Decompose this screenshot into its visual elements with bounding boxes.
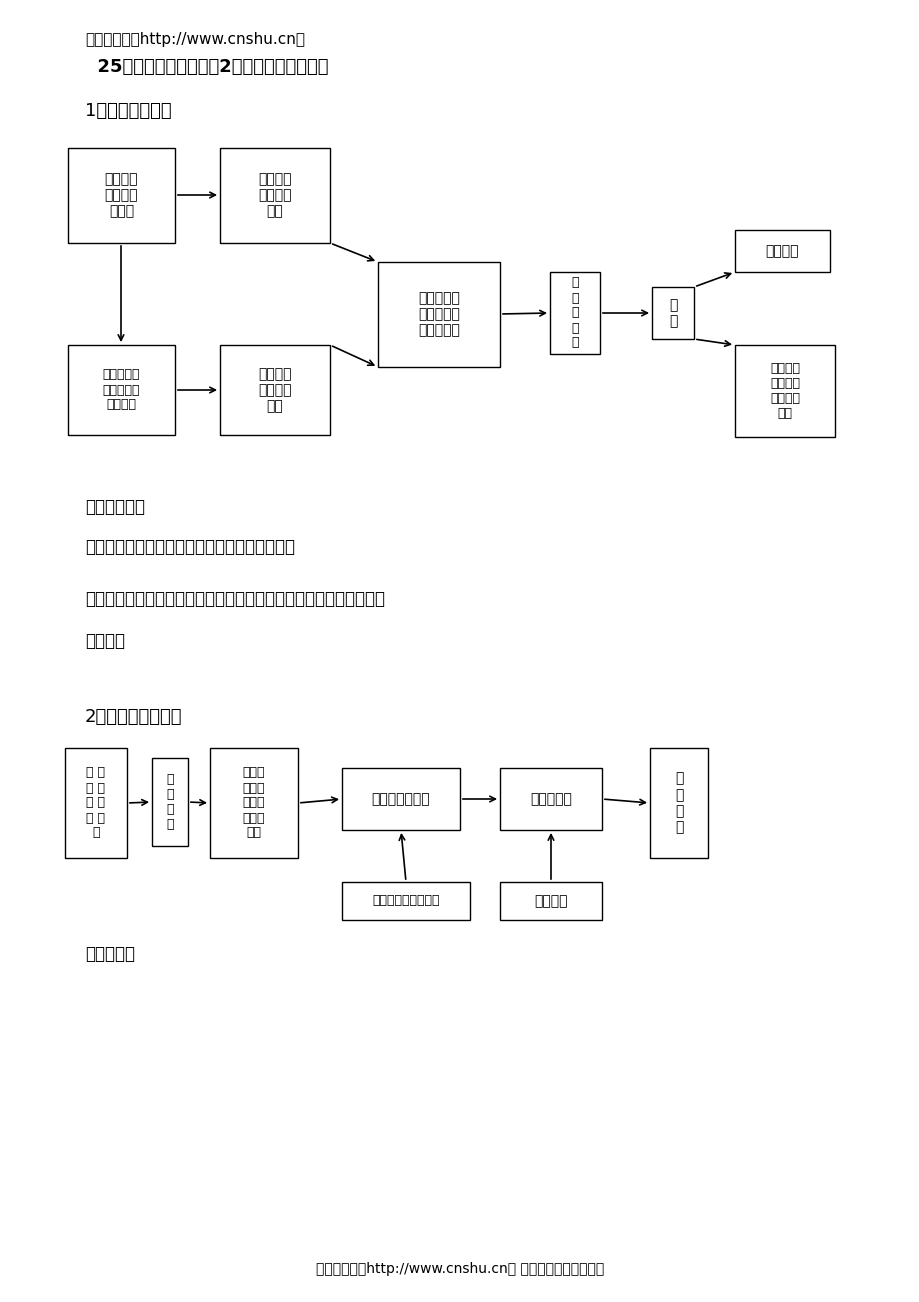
Bar (210, 749, 298, 858)
Text: 公司近期
战略规划
及行动: 公司近期 战略规划 及行动 (105, 172, 138, 219)
Text: 《部门年度用人计划申请表》由用人部门填写；: 《部门年度用人计划申请表》由用人部门填写； (85, 538, 295, 556)
Text: 公司人力
资源发展
规划: 公司人力 资源发展 规划 (258, 172, 291, 219)
Text: 部门提交岗位说明书: 部门提交岗位说明书 (372, 894, 439, 907)
Text: 实
施
招
聘: 实 施 招 聘 (674, 772, 683, 835)
Text: 2、非年度需求计划: 2、非年度需求计划 (85, 708, 182, 727)
Text: 相关的表格：: 相关的表格： (85, 497, 145, 516)
Bar (65, 749, 127, 858)
Bar (68, 345, 175, 435)
Bar (652, 286, 693, 339)
Bar (152, 758, 187, 846)
Text: 人力资源部审核: 人力资源部审核 (371, 792, 430, 806)
Text: 部门年度
人员需求
计划: 部门年度 人员需求 计划 (258, 367, 291, 413)
Text: 各业务单元
发展规划及
业务计划: 各业务单元 发展规划及 业务计划 (103, 368, 140, 411)
Text: 总
经
理
审
批: 总 经 理 审 批 (571, 276, 578, 349)
Bar (550, 272, 599, 354)
Bar (650, 749, 708, 858)
Bar (499, 881, 601, 921)
Bar (68, 148, 175, 243)
Text: 用人部
门提出
具体人
员招募
申请: 用人部 门提出 具体人 员招募 申请 (243, 767, 265, 840)
Text: 总经理审批: 总经理审批 (529, 792, 572, 806)
Bar (220, 345, 330, 435)
Bar (499, 768, 601, 829)
Text: 内部协调: 内部协调 (534, 894, 567, 907)
Text: 人
员
需
求: 人 员 需 求 (166, 773, 174, 831)
Bar (378, 262, 499, 367)
Text: 统一招聘: 统一招聘 (765, 243, 799, 258)
Bar (734, 345, 834, 437)
Text: 部 门
编 制
计 划
及 员
变: 部 门 编 制 计 划 及 员 变 (86, 767, 106, 840)
Text: 精品资料网（http://www.cnshu.cn）: 精品资料网（http://www.cnshu.cn） (85, 33, 305, 47)
Text: 人力资源部
汇总公司年
度人员需求: 人力资源部 汇总公司年 度人员需求 (417, 292, 460, 337)
Text: 《公司年度人力资源规划》、《年度人员需求计划汇总》由人力资源: 《公司年度人力资源规划》、《年度人员需求计划汇总》由人力资源 (85, 590, 384, 608)
Bar (342, 881, 470, 921)
Bar (734, 230, 829, 272)
Text: 25万份精华管理资料，2万多集管理视频讲座: 25万份精华管理资料，2万多集管理视频讲座 (85, 59, 328, 76)
Bar (220, 148, 330, 243)
Text: 1、年度需求计划: 1、年度需求计划 (85, 102, 172, 120)
Bar (342, 768, 460, 829)
Text: 部填写；: 部填写； (85, 631, 125, 650)
Text: 相关表格：: 相关表格： (85, 945, 135, 963)
Text: 精品资料网（http://www.cnshu.cn） 专业提供企管培训资料: 精品资料网（http://www.cnshu.cn） 专业提供企管培训资料 (315, 1262, 604, 1276)
Text: 用人部门
年度需求
具体实施
计划: 用人部门 年度需求 具体实施 计划 (769, 362, 800, 421)
Text: 实
施: 实 施 (668, 298, 676, 328)
